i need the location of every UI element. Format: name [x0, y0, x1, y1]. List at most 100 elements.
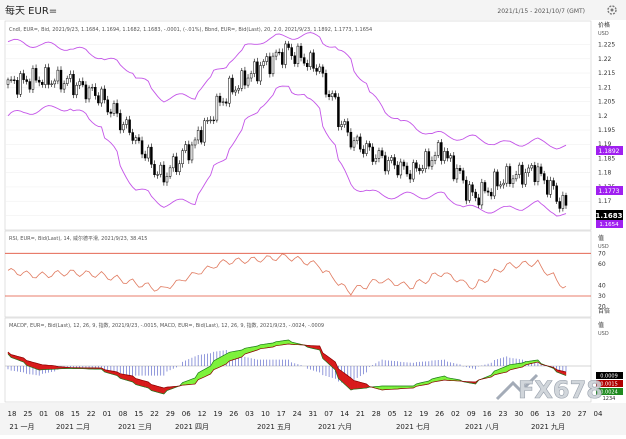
candle-body: [240, 70, 244, 89]
candle-body: [84, 84, 88, 100]
candle-body: [237, 88, 240, 91]
candle-body: [290, 47, 293, 57]
candle-body: [271, 55, 275, 75]
candle-body: [65, 78, 69, 84]
candle-body: [517, 164, 521, 175]
candle-body: [390, 157, 393, 161]
macd-tag-3: 0.0024: [600, 390, 618, 396]
candle-body: [337, 96, 340, 128]
x-day-label: 15: [71, 410, 80, 418]
candle-body: [330, 93, 334, 98]
rsi-footer: 百倍: [598, 307, 610, 315]
candle-body: [327, 94, 331, 98]
candle-body: [424, 151, 427, 169]
candle-body: [137, 137, 141, 141]
candle-body: [496, 171, 499, 187]
candle-body: [25, 79, 28, 82]
macd-series: [5, 339, 591, 395]
candle-body: [427, 151, 431, 167]
candle-body: [231, 77, 234, 93]
candle-body: [287, 43, 290, 48]
candle-body: [542, 173, 546, 181]
macd-tag-bg-3: [596, 388, 623, 395]
macd-fill-segment: [356, 381, 361, 390]
candle-body: [312, 52, 315, 69]
x-day-label: 30: [514, 410, 523, 418]
price-axis-unit: USD: [598, 31, 609, 37]
watermark-text: FX678: [518, 376, 603, 404]
candle-body: [536, 166, 540, 182]
candle-body: [103, 88, 106, 101]
candle-body: [374, 158, 378, 162]
candle-body: [156, 174, 159, 176]
macd-fill-segment: [48, 365, 52, 370]
candle-body: [262, 61, 265, 66]
rsi-tick-labels: 70 60 40 30 20: [598, 250, 606, 310]
candle-body: [153, 164, 156, 175]
x-day-label: 06: [530, 410, 539, 418]
candle-body: [249, 73, 253, 79]
candle-body: [44, 67, 47, 85]
fx678-watermark-logo: FX678: [495, 373, 603, 404]
candle-body: [41, 81, 44, 85]
candle-body: [474, 191, 477, 199]
bollinger-lower-line: [7, 85, 567, 217]
rsi-tick-label: 70: [598, 250, 606, 257]
candle-body: [418, 167, 421, 172]
price-tick-label: 1.2: [598, 113, 608, 120]
x-month-label: 21 一月: [9, 423, 34, 431]
macd-legend: MACDF, EUR=, Bid(Last), 12, 26, 9, 指数, 2…: [9, 322, 324, 329]
candle-body: [72, 74, 75, 96]
candle-body: [246, 77, 250, 86]
rsi-series: [7, 253, 567, 296]
candle-body: [122, 124, 125, 131]
candle-body: [147, 146, 150, 159]
x-day-label: 22: [87, 410, 96, 418]
candle-body: [59, 69, 63, 90]
candle-body: [75, 84, 78, 96]
price-axis-title: 价格: [598, 21, 610, 29]
candle-body: [521, 164, 524, 185]
candle-body: [150, 146, 153, 165]
candle-body: [165, 176, 169, 183]
candle-body: [524, 172, 527, 185]
candle-body: [200, 130, 203, 143]
band-upper-tag-bg: [596, 146, 623, 155]
gear-icon[interactable]: [607, 5, 617, 15]
macd-panel: [4, 317, 592, 403]
x-day-label: 22: [150, 410, 159, 418]
candle-body: [483, 182, 487, 192]
candle-body: [349, 131, 353, 148]
candle-body: [118, 113, 122, 131]
x-day-label: 12: [403, 410, 412, 418]
x-day-label: 09: [467, 410, 476, 418]
x-day-label: 26: [229, 410, 238, 418]
x-day-label: 14: [340, 410, 349, 418]
candle-body: [387, 160, 390, 172]
rsi-axis-title: 值: [598, 234, 604, 242]
rsi-panel: [4, 230, 592, 318]
watermark-arrow-icon: [495, 373, 539, 401]
candle-body: [234, 89, 237, 93]
candle-body: [440, 142, 443, 161]
candle-body: [19, 73, 22, 95]
candle-body: [134, 137, 138, 141]
candle-body: [489, 191, 493, 197]
x-day-label: 08: [118, 410, 127, 418]
candle-body: [78, 81, 81, 86]
candle-body: [277, 51, 281, 54]
candle-body: [352, 140, 356, 148]
rsi-line: [7, 253, 567, 296]
x-month-label: 2021 七月: [396, 422, 430, 431]
candle-body: [265, 56, 268, 62]
x-day-label: 17: [277, 410, 286, 418]
candle-body: [505, 166, 509, 184]
price-tick-label: 1.17: [598, 198, 612, 205]
last-value-tag: 1.1683: [595, 212, 622, 220]
x-day-label: 15: [134, 410, 143, 418]
candle-body: [321, 66, 325, 74]
candle-body: [293, 55, 297, 64]
candle-body: [37, 79, 41, 83]
macd-line: [7, 339, 567, 395]
last-value-tag-bg: [596, 210, 623, 220]
